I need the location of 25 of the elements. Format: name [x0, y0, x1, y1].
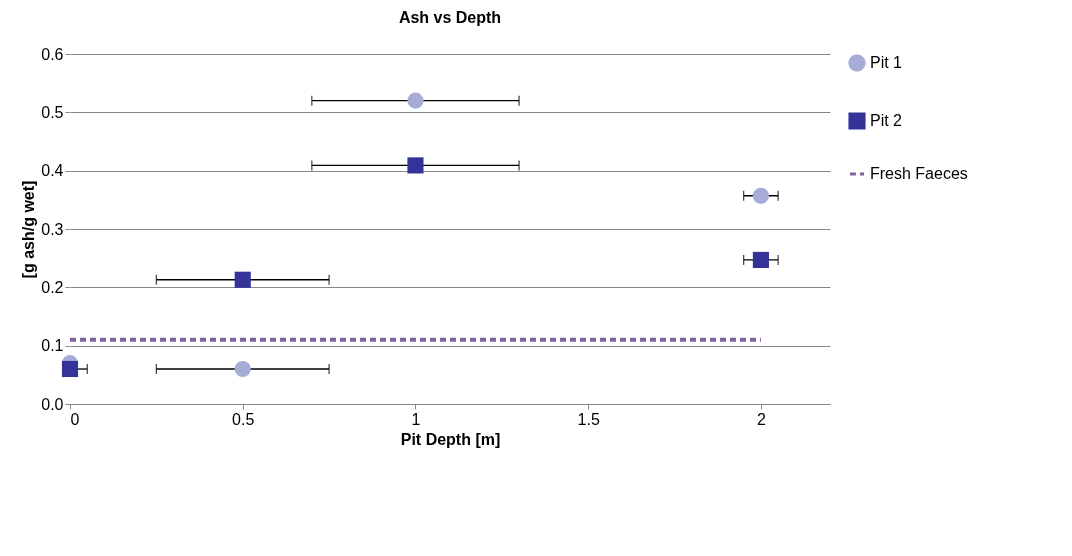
- point: [234, 271, 251, 288]
- chart-title: Ash vs Depth: [398, 9, 502, 26]
- y-tick-label: 0.2: [41, 278, 64, 296]
- y-tick-label: 0.4: [41, 162, 64, 180]
- x-axis-title: Pit Depth [m]: [400, 430, 501, 448]
- y-tick-label: 0.6: [41, 45, 64, 63]
- point: [61, 360, 79, 378]
- y-tick-label: 0.0: [41, 395, 64, 413]
- x-tick-label: 1: [411, 410, 421, 428]
- x-tick-label: 2: [756, 410, 766, 428]
- x-tick-label: 0.5: [232, 410, 255, 428]
- point: [407, 92, 424, 109]
- y-tick-label: 0.5: [41, 103, 64, 121]
- x-tick-label: 1.5: [577, 410, 600, 428]
- legend-label: Fresh Faeces: [870, 165, 968, 182]
- y-tick-label: 0.3: [41, 220, 64, 238]
- legend-label: Pit 2: [870, 112, 903, 129]
- point: [407, 157, 424, 174]
- point: [752, 251, 769, 268]
- y-axis-title: [g ash/g wet]: [20, 180, 38, 279]
- point: [234, 360, 251, 378]
- point: [752, 187, 769, 204]
- legend-label: Pit 1: [870, 54, 903, 71]
- y-tick-label: 0.1: [41, 337, 64, 355]
- x-tick-label: 0: [70, 410, 80, 428]
